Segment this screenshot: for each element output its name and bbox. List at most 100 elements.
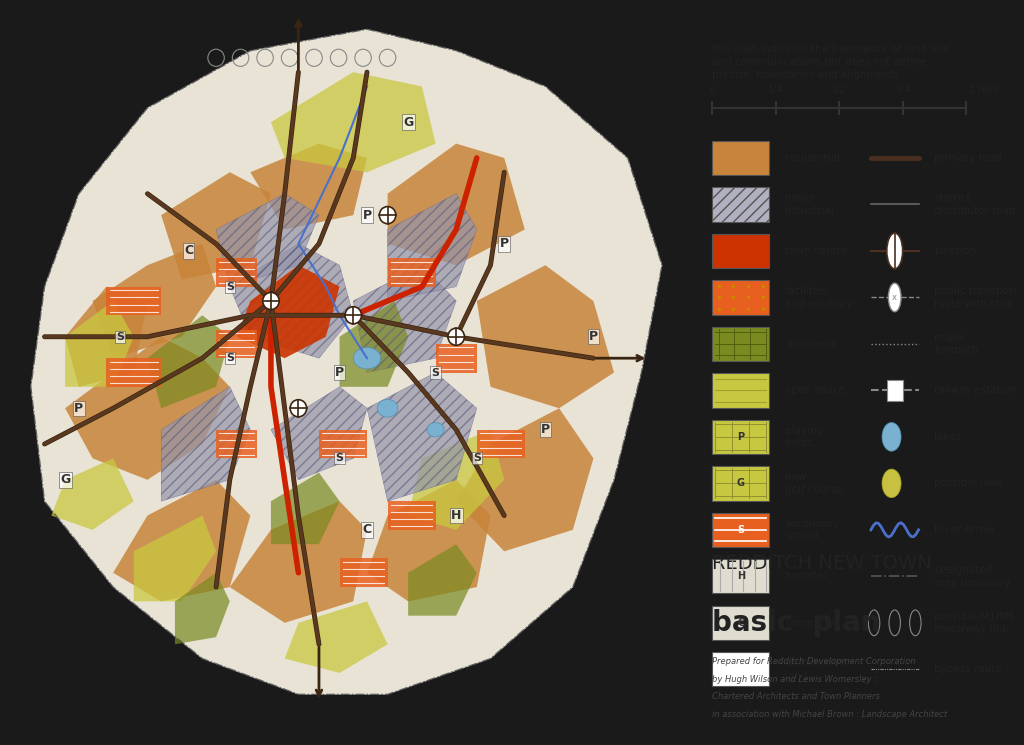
Bar xyxy=(713,327,769,361)
Text: G: G xyxy=(736,478,744,489)
Text: major
industrial: major industrial xyxy=(785,193,835,215)
Text: lakes: lakes xyxy=(934,432,962,442)
Text: possible lake: possible lake xyxy=(934,478,1002,489)
Text: P: P xyxy=(541,423,550,437)
Polygon shape xyxy=(161,387,250,501)
Bar xyxy=(713,606,769,640)
Circle shape xyxy=(290,399,306,417)
Polygon shape xyxy=(161,172,271,279)
Text: playing
fields: playing fields xyxy=(785,425,823,448)
Polygon shape xyxy=(66,337,229,480)
Text: S: S xyxy=(737,524,744,535)
Text: River Arrow: River Arrow xyxy=(934,524,995,535)
Text: P: P xyxy=(362,209,372,222)
Ellipse shape xyxy=(353,347,381,369)
Text: woodland: woodland xyxy=(785,339,836,349)
Polygon shape xyxy=(66,301,134,387)
Polygon shape xyxy=(31,29,662,694)
Text: this plan indicates the framework of land use
and communications but does not de: this plan indicates the framework of lan… xyxy=(713,43,949,80)
Text: S: S xyxy=(336,453,344,463)
Ellipse shape xyxy=(882,469,901,498)
Circle shape xyxy=(889,283,901,311)
Polygon shape xyxy=(457,408,594,551)
Bar xyxy=(216,430,257,458)
Text: G: G xyxy=(403,115,414,129)
Bar xyxy=(477,430,525,458)
Text: H: H xyxy=(451,509,462,522)
Bar xyxy=(340,559,388,587)
Text: C: C xyxy=(184,244,194,258)
Text: P: P xyxy=(500,237,509,250)
Bar xyxy=(216,329,257,358)
Ellipse shape xyxy=(427,422,444,437)
Bar xyxy=(319,430,367,458)
Polygon shape xyxy=(237,265,340,358)
Bar xyxy=(713,419,769,454)
Text: open space: open space xyxy=(785,385,845,396)
Circle shape xyxy=(447,328,465,346)
Polygon shape xyxy=(250,144,367,229)
Bar xyxy=(388,501,435,530)
Text: junction: junction xyxy=(934,246,977,256)
Text: railway+station: railway+station xyxy=(934,385,1017,396)
Text: P: P xyxy=(75,402,83,415)
Polygon shape xyxy=(477,265,614,408)
Polygon shape xyxy=(51,458,134,530)
Polygon shape xyxy=(367,480,490,601)
Text: primary road: primary road xyxy=(934,153,1002,163)
Text: C: C xyxy=(362,523,372,536)
Polygon shape xyxy=(113,480,250,601)
Text: 1/2: 1/2 xyxy=(831,85,847,95)
Text: 3/4: 3/4 xyxy=(895,85,910,95)
Bar xyxy=(388,258,435,287)
Polygon shape xyxy=(388,194,477,301)
Text: unallocated
land: unallocated land xyxy=(785,658,847,680)
Bar xyxy=(106,358,161,387)
Polygon shape xyxy=(409,430,504,530)
Bar xyxy=(435,344,477,372)
Text: P: P xyxy=(737,432,744,442)
Polygon shape xyxy=(367,372,477,501)
Text: P: P xyxy=(589,330,598,343)
Bar xyxy=(713,141,769,175)
Text: bypass route: bypass route xyxy=(934,665,1002,674)
Polygon shape xyxy=(147,315,229,408)
Circle shape xyxy=(887,233,903,269)
Text: new
golf course: new golf course xyxy=(785,472,843,495)
Text: secondary
school: secondary school xyxy=(785,519,840,541)
Text: 0: 0 xyxy=(710,85,715,95)
Bar xyxy=(713,234,769,268)
Text: 1 mile: 1 mile xyxy=(970,85,999,95)
Circle shape xyxy=(379,206,396,223)
Polygon shape xyxy=(388,144,525,265)
Polygon shape xyxy=(134,516,216,601)
Polygon shape xyxy=(271,72,435,172)
Text: C: C xyxy=(737,618,744,628)
Polygon shape xyxy=(409,544,477,615)
Text: S: S xyxy=(116,332,124,342)
Text: REDDITCH NEW TOWN: REDDITCH NEW TOWN xyxy=(713,554,932,573)
Ellipse shape xyxy=(882,422,901,451)
Text: by Hugh Wilson and Lewis Womersley :: by Hugh Wilson and Lewis Womersley : xyxy=(713,675,878,684)
Text: Prepared for Redditch Development Corporation: Prepared for Redditch Development Corpor… xyxy=(713,657,915,666)
Bar xyxy=(713,513,769,547)
Text: S: S xyxy=(473,453,481,463)
Text: S: S xyxy=(225,353,233,364)
Text: possible M1/M5
motorway link: possible M1/M5 motorway link xyxy=(934,612,1015,634)
Polygon shape xyxy=(271,387,367,480)
Polygon shape xyxy=(353,265,457,372)
Text: major
footpath: major footpath xyxy=(934,333,979,355)
Polygon shape xyxy=(340,301,409,387)
Text: S: S xyxy=(431,367,439,378)
Text: district
distributor road: district distributor road xyxy=(934,193,1016,215)
Text: 1/4: 1/4 xyxy=(768,85,783,95)
Text: facilities
and ancillary: facilities and ancillary xyxy=(785,286,853,308)
Polygon shape xyxy=(175,573,229,644)
Text: H: H xyxy=(736,571,744,581)
Bar xyxy=(713,280,769,314)
Text: town centre: town centre xyxy=(785,246,848,256)
Polygon shape xyxy=(216,194,319,287)
Circle shape xyxy=(263,292,280,310)
Bar xyxy=(216,258,257,287)
Bar xyxy=(713,373,769,408)
